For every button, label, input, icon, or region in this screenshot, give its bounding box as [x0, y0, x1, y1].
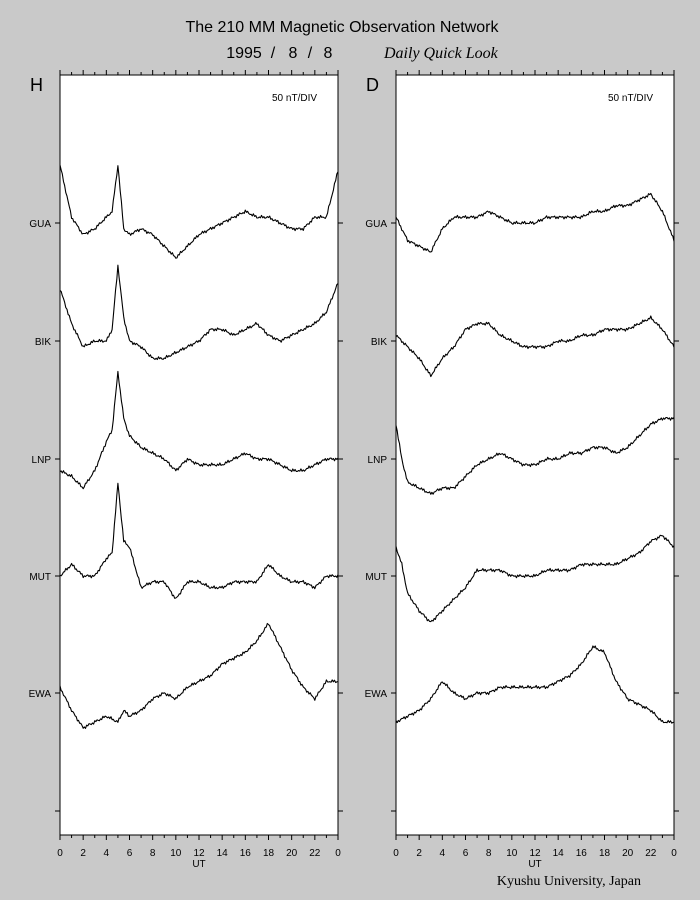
station-label-lnp: LNP — [32, 455, 52, 466]
x-tick-label: 6 — [463, 848, 469, 859]
x-tick-label: 16 — [240, 848, 252, 859]
date-sep-1: / — [271, 45, 276, 62]
x-tick-label: 14 — [217, 848, 229, 859]
x-tick-label: 22 — [645, 848, 657, 859]
station-label-mut: MUT — [29, 572, 51, 583]
panel-d-scale-label: 50 nT/DIV — [608, 93, 653, 104]
x-tick-label: 10 — [170, 848, 182, 859]
date-line: 1995 / 8 / 8 — [226, 45, 332, 62]
station-label-gua: GUA — [365, 219, 387, 230]
date-day: 8 — [324, 45, 333, 62]
x-tick-label: 20 — [286, 848, 298, 859]
station-label-lnp: LNP — [368, 455, 388, 466]
x-tick-label: 14 — [553, 848, 565, 859]
panel-d-label: D — [366, 75, 379, 95]
panel-h-plot-area — [59, 74, 339, 836]
panel-d-station-labels: GUA BIK LNP MUT EWA — [365, 219, 388, 700]
x-tick-label: 16 — [576, 848, 588, 859]
x-tick-label: 0 — [393, 848, 399, 859]
x-tick-label: 22 — [309, 848, 321, 859]
x-tick-label: 10 — [506, 848, 518, 859]
panel-d-x-tick-labels: 0 2 4 6 8 10 12 14 16 18 20 22 0 — [393, 848, 677, 859]
trace-d-gua — [395, 192, 675, 253]
x-tick-label: 2 — [416, 848, 422, 859]
trace-d-lnp — [395, 416, 675, 495]
panel-h-station-ticks — [55, 222, 343, 812]
station-label-gua: GUA — [29, 219, 51, 230]
trace-h-lnp — [59, 370, 339, 490]
station-label-ewa: EWA — [365, 689, 388, 700]
panel-h-x-tick-labels: 0 2 4 6 8 10 12 14 16 18 20 22 0 — [57, 848, 341, 859]
trace-d-mut — [395, 534, 675, 623]
station-label-bik: BIK — [35, 337, 51, 348]
panel-h-traces — [59, 164, 339, 729]
x-tick-label: 18 — [263, 848, 275, 859]
x-tick-label: 0 — [335, 848, 341, 859]
station-label-ewa: EWA — [29, 689, 52, 700]
figure-subtitle: Daily Quick Look — [383, 45, 499, 62]
trace-h-gua — [59, 164, 339, 259]
x-tick-label: 8 — [486, 848, 492, 859]
trace-d-ewa — [395, 645, 675, 724]
date-year: 1995 — [226, 45, 262, 62]
trace-h-mut — [59, 482, 339, 599]
panel-h-scale-label: 50 nT/DIV — [272, 93, 317, 104]
panel-h-station-labels: GUA BIK LNP MUT EWA — [29, 219, 52, 700]
station-label-bik: BIK — [371, 337, 387, 348]
panel-d-station-ticks — [391, 222, 679, 812]
panel-h-label: H — [30, 75, 43, 95]
x-tick-label: 20 — [622, 848, 634, 859]
trace-h-ewa — [59, 622, 339, 729]
x-tick-label: 4 — [104, 848, 110, 859]
x-tick-label: 6 — [127, 848, 133, 859]
date-sep-2: / — [308, 45, 313, 62]
panel-h: H 50 nT/DIV GUA BIK LNP MUT EWA 0 2 4 6 … — [29, 70, 343, 870]
station-label-mut: MUT — [365, 572, 387, 583]
figure-title: The 210 MM Magnetic Observation Network — [185, 19, 499, 36]
credit-text: Kyushu University, Japan — [497, 874, 641, 889]
x-tick-label: 12 — [529, 848, 541, 859]
x-tick-label: 18 — [599, 848, 611, 859]
trace-h-bik — [59, 264, 339, 361]
trace-d-bik — [395, 315, 675, 378]
panel-h-x-axis-label: UT — [192, 859, 205, 870]
x-tick-label: 4 — [440, 848, 446, 859]
panel-d-x-ticks — [395, 70, 675, 840]
panel-d-plot-area — [395, 74, 675, 836]
x-tick-label: 2 — [80, 848, 86, 859]
date-month: 8 — [289, 45, 298, 62]
x-tick-label: 8 — [150, 848, 156, 859]
x-tick-label: 12 — [193, 848, 205, 859]
panel-d-x-axis-label: UT — [528, 859, 541, 870]
panel-d: D 50 nT/DIV GUA BIK LNP MUT EWA 0 2 4 6 … — [365, 70, 679, 870]
panel-h-x-ticks — [59, 70, 339, 840]
panel-d-traces — [395, 192, 675, 724]
x-tick-label: 0 — [671, 848, 677, 859]
x-tick-label: 0 — [57, 848, 63, 859]
